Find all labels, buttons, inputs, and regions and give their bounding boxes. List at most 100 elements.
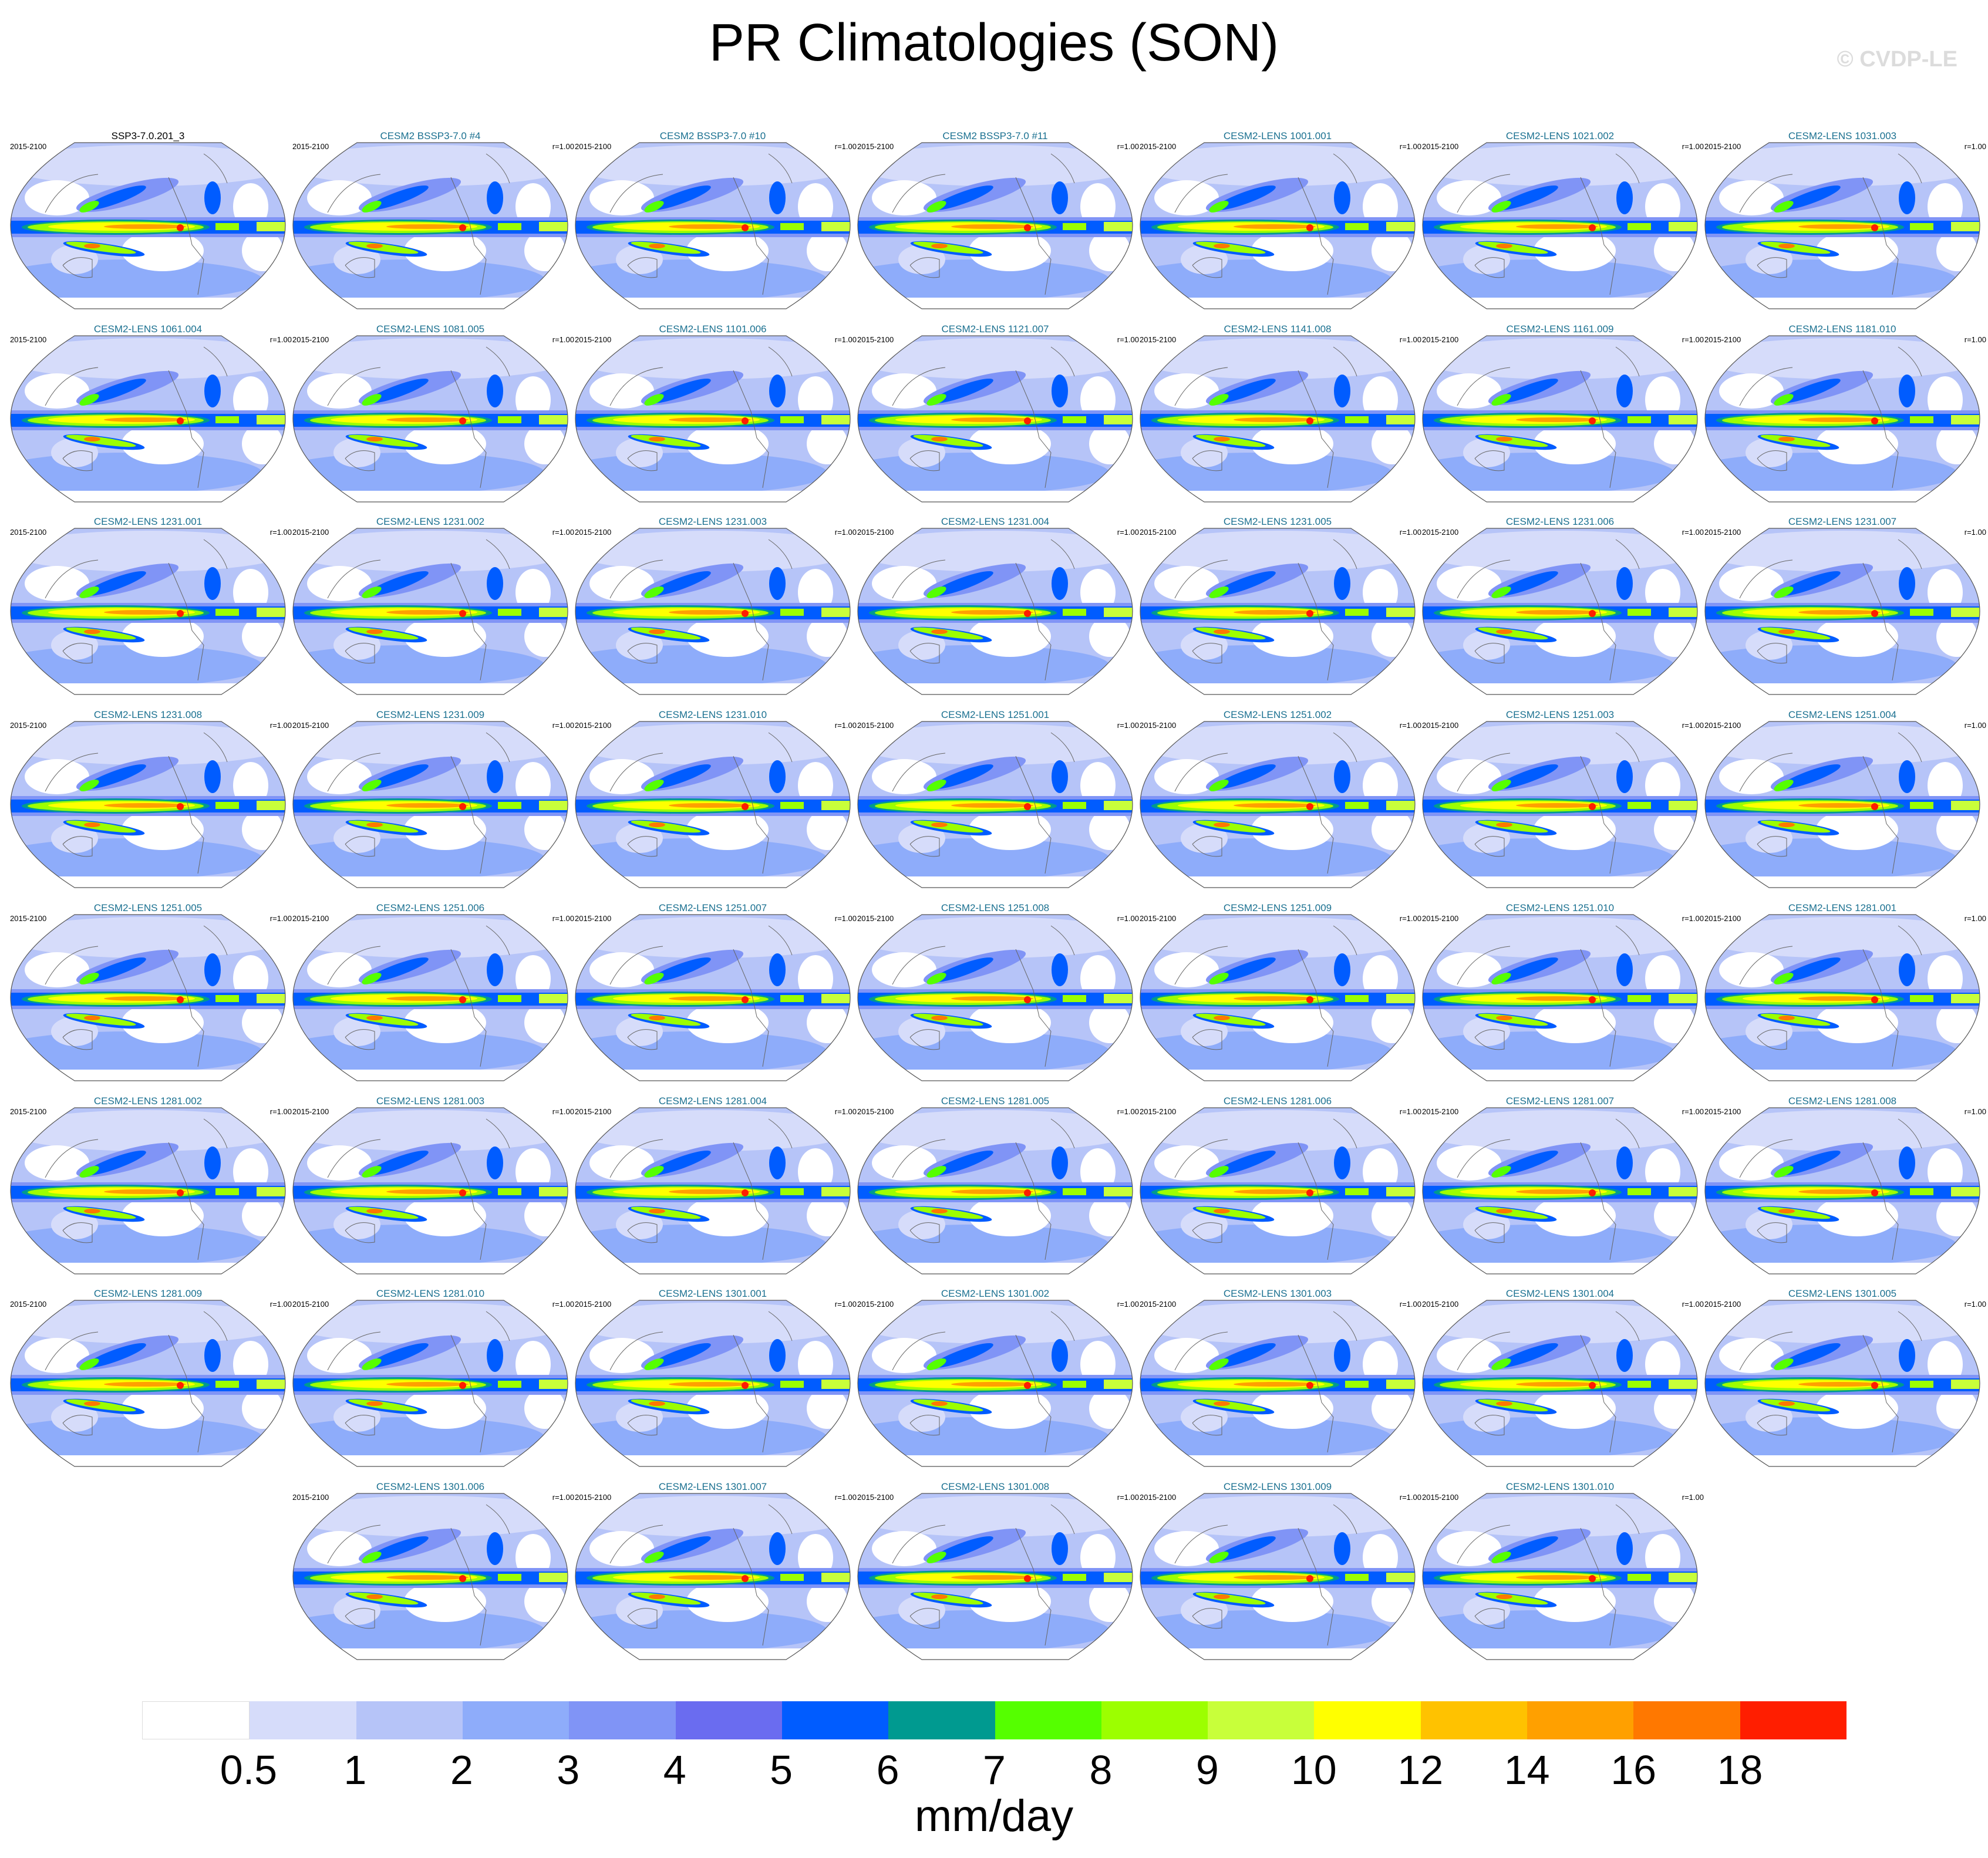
precip-map (1704, 1107, 1980, 1274)
colorbar-tick-label: 18 (1717, 1747, 1763, 1793)
precip-map (575, 1300, 851, 1467)
precip-map (292, 528, 568, 695)
panel-title: CESM2-LENS 1231.005 (1223, 516, 1332, 528)
precip-map (292, 335, 568, 503)
panel-title: CESM2-LENS 1281.004 (658, 1095, 767, 1107)
panel-title: CESM2-LENS 1301.006 (376, 1481, 485, 1492)
colorbar-tick-label: 2 (450, 1747, 473, 1793)
map-panel: CESM2 BSSP3-7.0 #4 2015-2100 r=1.00 (292, 130, 574, 318)
precip-map (10, 1107, 286, 1274)
precip-map (1422, 142, 1698, 309)
panel-period: 2015-2100 (10, 142, 47, 151)
panel-period: 2015-2100 (575, 335, 612, 344)
panel-correlation: r=1.00 (269, 721, 292, 730)
panel-title: CESM2-LENS 1141.008 (1224, 323, 1332, 335)
panel-period: 2015-2100 (1704, 721, 1741, 730)
panel-period: 2015-2100 (292, 335, 329, 344)
map-panel: CESM2-LENS 1251.004 2015-2100 r=1.00 (1704, 709, 1986, 897)
precip-map (1422, 528, 1698, 695)
panel-title: CESM2-LENS 1031.003 (1788, 130, 1897, 141)
precip-map (1704, 721, 1980, 888)
map-panel: CESM2-LENS 1281.009 2015-2100 r=1.00 (10, 1288, 292, 1476)
panel-title: CESM2 BSSP3-7.0 #11 (942, 130, 1048, 141)
panel-title: CESM2-LENS 1251.001 (941, 709, 1050, 721)
panel-correlation: r=1.00 (1399, 913, 1421, 923)
panel-correlation: r=1.00 (552, 1300, 574, 1309)
map-panel: CESM2-LENS 1281.004 2015-2100 r=1.00 (575, 1095, 857, 1283)
panel-correlation: r=1.00 (552, 1107, 574, 1116)
panel-correlation: r=1.00 (1399, 142, 1421, 151)
panel-period: 2015-2100 (857, 721, 894, 730)
map-panel: CESM2-LENS 1141.008 2015-2100 r=1.00 (1140, 323, 1421, 511)
colorbar-tick-label: 4 (663, 1747, 686, 1793)
colorbar-tick-label: 8 (1089, 1747, 1113, 1793)
panel-title: CESM2-LENS 1301.007 (658, 1481, 767, 1492)
panel-title: SSP3-7.0.201_3 (111, 130, 185, 141)
panel-title: CESM2-LENS 1281.006 (1223, 1095, 1332, 1107)
panel-correlation: r=1.00 (269, 335, 292, 344)
panel-title: CESM2-LENS 1301.009 (1223, 1481, 1332, 1492)
panel-period: 2015-2100 (857, 528, 894, 537)
precip-map (575, 1493, 851, 1660)
precip-map (1140, 1107, 1416, 1274)
panel-correlation: r=1.00 (1682, 1300, 1704, 1309)
figure-title: PR Climatologies (SON) (709, 14, 1279, 72)
panel-correlation: r=1.00 (1399, 1300, 1421, 1309)
panel-period: 2015-2100 (575, 1492, 612, 1502)
panel-title: CESM2-LENS 1301.010 (1505, 1481, 1615, 1492)
panel-title: CESM2-LENS 1231.006 (1505, 516, 1615, 528)
panel-period: 2015-2100 (857, 142, 894, 151)
panel-correlation: r=1.00 (1964, 721, 1986, 730)
colorbar-units: mm/day (914, 1791, 1074, 1841)
panel-correlation: r=1.00 (269, 1107, 292, 1116)
panel-title: CESM2-LENS 1231.004 (941, 516, 1050, 528)
panel-correlation: r=1.00 (1682, 721, 1704, 730)
panel-title: CESM2-LENS 1251.009 (1223, 902, 1332, 913)
precip-map (575, 1107, 851, 1274)
precip-map (857, 142, 1133, 309)
panel-correlation: r=1.00 (1117, 528, 1139, 537)
precip-map (857, 914, 1133, 1081)
colorbar-box (250, 1701, 356, 1739)
panel-title: CESM2-LENS 1281.005 (941, 1095, 1050, 1107)
panel-period: 2015-2100 (292, 721, 329, 730)
map-panel: CESM2-LENS 1251.009 2015-2100 r=1.00 (1140, 902, 1421, 1090)
precip-map (292, 1493, 568, 1660)
panel-correlation: r=1.00 (834, 1300, 857, 1309)
map-panel: CESM2-LENS 1251.001 2015-2100 r=1.00 (857, 709, 1139, 897)
panel-title: CESM2-LENS 1021.002 (1505, 130, 1615, 141)
precip-map (857, 528, 1133, 695)
colorbar-tick-label: 1 (343, 1747, 367, 1793)
watermark: © CVDP-LE (1837, 47, 1957, 72)
panel-period: 2015-2100 (1704, 142, 1741, 151)
colorbar-tick-label: 14 (1504, 1747, 1550, 1793)
precip-map (1140, 528, 1416, 695)
precip-map (10, 335, 286, 503)
precip-map (10, 914, 286, 1081)
panel-title: CESM2-LENS 1281.008 (1788, 1095, 1897, 1107)
panel-correlation: r=1.00 (1399, 721, 1421, 730)
map-panel: CESM2-LENS 1231.002 2015-2100 r=1.00 (292, 516, 574, 704)
panel-title: CESM2-LENS 1231.008 (93, 709, 203, 721)
panel-period: 2015-2100 (857, 335, 894, 344)
precip-map (1704, 142, 1980, 309)
panel-correlation: r=1.00 (552, 142, 574, 151)
colorbar-tick-label: 12 (1397, 1747, 1444, 1793)
map-panel: CESM2-LENS 1281.006 2015-2100 r=1.00 (1140, 1095, 1421, 1283)
colorbar-box (1101, 1701, 1208, 1739)
colorbar-box (888, 1701, 995, 1739)
precip-map (1422, 1493, 1698, 1660)
precip-map (575, 142, 851, 309)
panel-period: 2015-2100 (1140, 335, 1177, 344)
colorbar-box (1420, 1701, 1528, 1739)
panel-period: 2015-2100 (1422, 721, 1459, 730)
panel-correlation: r=1.00 (552, 335, 574, 344)
panel-title: CESM2-LENS 1121.007 (941, 323, 1049, 335)
precip-map (857, 721, 1133, 888)
map-panel: CESM2 BSSP3-7.0 #11 2015-2100 r=1.00 (857, 130, 1139, 318)
map-panel: CESM2-LENS 1231.004 2015-2100 r=1.00 (857, 516, 1139, 704)
panel-period: 2015-2100 (575, 913, 612, 923)
map-panel: CESM2-LENS 1281.002 2015-2100 r=1.00 (10, 1095, 292, 1283)
map-panel: CESM2-LENS 1301.010 2015-2100 r=1.00 (1422, 1481, 1704, 1669)
panel-period: 2015-2100 (292, 142, 329, 151)
